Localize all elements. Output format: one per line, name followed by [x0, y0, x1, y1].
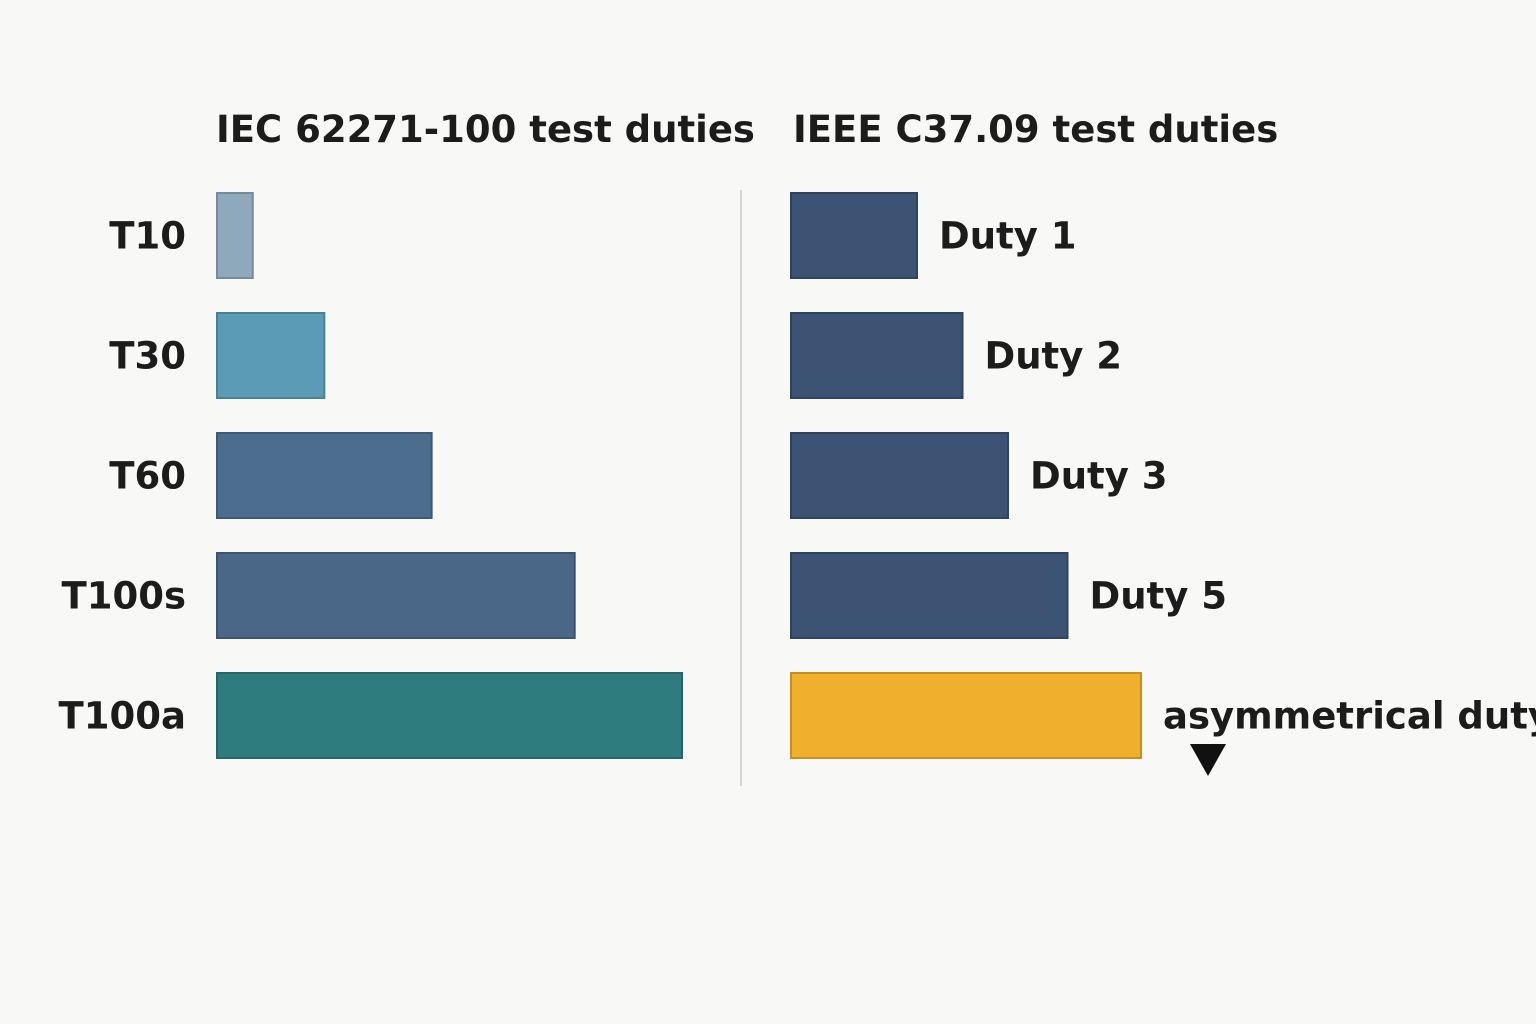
- category-label-1-5: T100a: [59, 695, 186, 738]
- bar-2-3: [790, 432, 1009, 519]
- category-label-1-2: T30: [109, 335, 186, 378]
- bar-1-5: [216, 672, 683, 759]
- bar-2-5: [790, 672, 1142, 759]
- chart-title-1: IEC 62271-100 test duties: [216, 108, 755, 151]
- category-label-2-2: Duty 2: [985, 335, 1123, 378]
- bar-1-3: [216, 432, 433, 519]
- category-label-2-4: Duty 5: [1090, 575, 1228, 618]
- chart-title-2: IEEE C37.09 test duties: [793, 108, 1278, 151]
- bar-2-2: [790, 312, 964, 399]
- bar-2-1: [790, 192, 918, 279]
- bar-1-4: [216, 552, 576, 639]
- bar-1-1: [216, 192, 254, 279]
- category-label-1-1: T10: [109, 215, 186, 258]
- bar-1-2: [216, 312, 326, 399]
- category-label-1-3: T60: [109, 455, 186, 498]
- bar-2-4: [790, 552, 1069, 639]
- category-label-2-3: Duty 3: [1030, 455, 1168, 498]
- category-label-1-4: T100s: [62, 575, 187, 618]
- category-label-2-1: Duty 1: [939, 215, 1077, 258]
- down-triangle-icon: [1190, 744, 1226, 776]
- category-label-2-5: asymmetrical duty: [1163, 695, 1536, 738]
